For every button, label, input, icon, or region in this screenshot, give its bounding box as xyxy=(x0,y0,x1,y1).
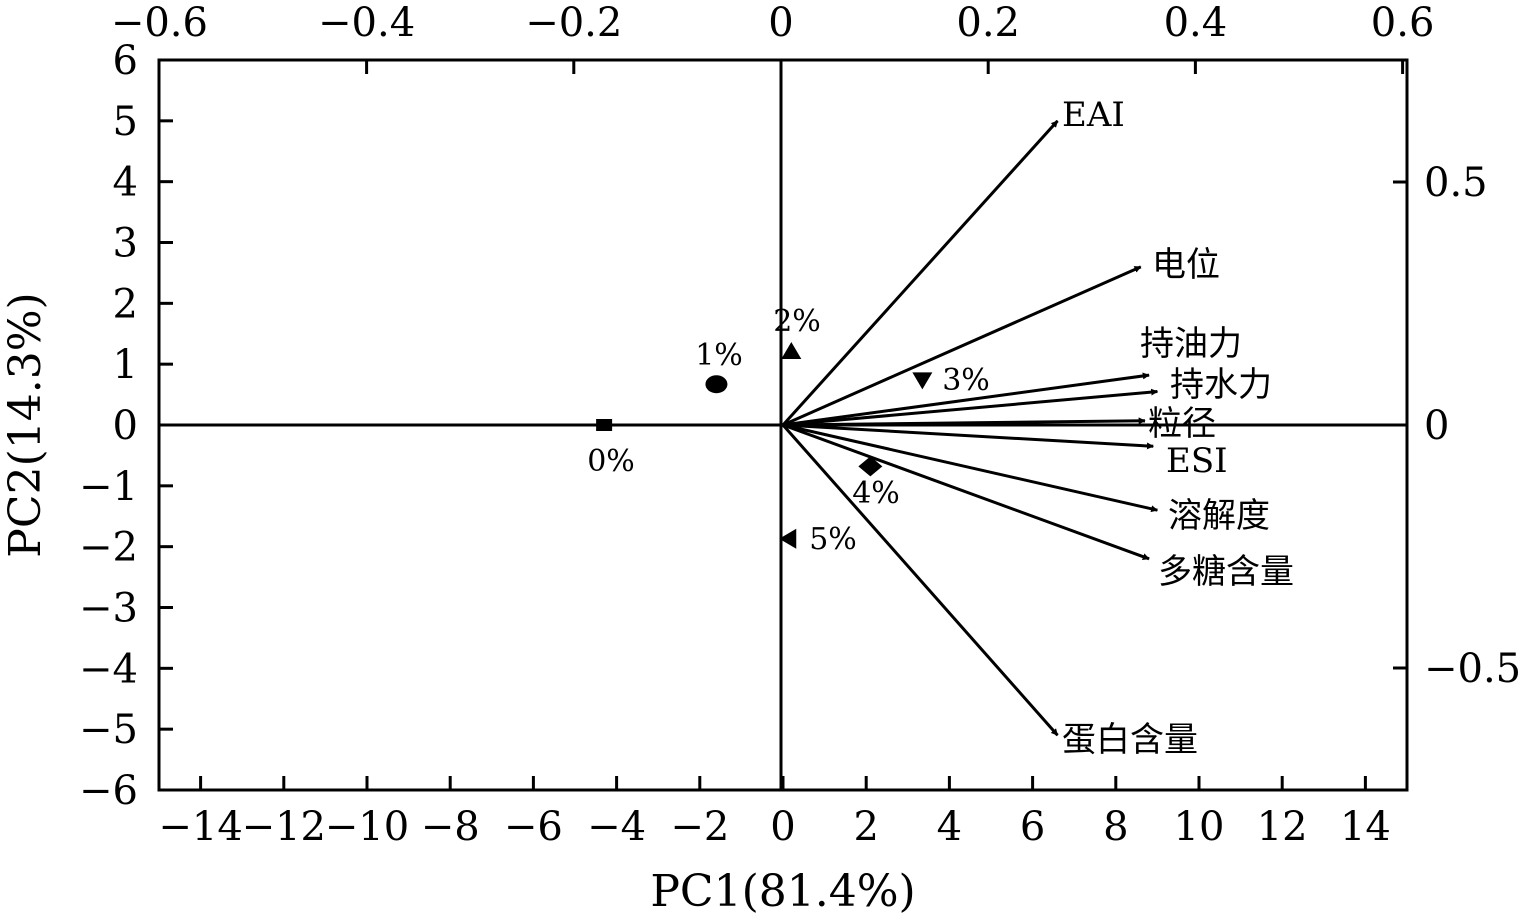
score-label: 0% xyxy=(587,444,635,479)
x-tick-label: −8 xyxy=(421,804,480,850)
loading-arrow xyxy=(782,388,1159,427)
y-tick-label: 6 xyxy=(113,38,138,84)
y-tick-label: −2 xyxy=(79,525,138,571)
loading-label: 电位 xyxy=(1152,245,1220,285)
loading-arrow xyxy=(781,424,1059,737)
loading-arrow xyxy=(781,119,1059,427)
loading-label: ESI xyxy=(1166,441,1228,481)
x-tick-label: −14 xyxy=(158,804,242,850)
x-tick-label: 6 xyxy=(1020,804,1045,850)
top-tick-label: −0.2 xyxy=(525,0,622,46)
x-tick-label: 12 xyxy=(1257,804,1308,850)
loading-arrow xyxy=(782,423,1150,561)
x-tick-label: 4 xyxy=(937,804,962,850)
right-tick-label: −0.5 xyxy=(1424,646,1521,692)
score-points: 0% 1% 2% 3% 4% 5% xyxy=(587,304,990,557)
right-tick-label: 0 xyxy=(1424,403,1449,449)
score-label: 3% xyxy=(942,363,990,398)
score-marker xyxy=(858,456,883,477)
loading-arrow xyxy=(782,423,1159,513)
loading-label: 持油力 xyxy=(1140,324,1242,364)
loading-arrow xyxy=(782,417,1146,427)
top-tick-label: 0.6 xyxy=(1371,0,1435,46)
x-axis-title: PC1(81.4%) xyxy=(650,866,915,917)
y-tick-label: −4 xyxy=(79,646,138,692)
x-tick-label: −2 xyxy=(670,804,729,850)
y-axis-title: PC2(14.3%) xyxy=(0,292,51,557)
y-tick-label: 1 xyxy=(113,342,138,388)
score-marker xyxy=(781,342,802,359)
right-tick-label: 0.5 xyxy=(1424,160,1488,206)
score-label: 1% xyxy=(695,338,743,373)
loading-label: 溶解度 xyxy=(1168,496,1270,536)
y-tick-label: 5 xyxy=(113,99,138,145)
score-label: 4% xyxy=(852,476,900,511)
x-tick-label: 2 xyxy=(853,804,878,850)
loading-label: 粒径 xyxy=(1148,404,1216,444)
x-tick-label: 10 xyxy=(1174,804,1225,850)
top-tick-label: −0.6 xyxy=(111,0,208,46)
top-tick-label: 0.4 xyxy=(1164,0,1228,46)
score-marker xyxy=(912,372,933,390)
loading-arrow xyxy=(782,423,1154,450)
x-tick-label: 8 xyxy=(1103,804,1128,850)
score-marker xyxy=(705,375,728,394)
score-marker xyxy=(779,528,797,549)
y-tick-label: −3 xyxy=(79,586,138,632)
loading-label: EAI xyxy=(1062,95,1125,135)
axis-ticks: −14−12−10 −8 −6 −4 −2 0 2 4 6 8 10 12 146543210−1−2−… xyxy=(79,0,1521,850)
y-tick-label: −6 xyxy=(79,768,138,814)
x-tick-label: 14 xyxy=(1340,804,1391,850)
x-tick-label: 0 xyxy=(770,804,795,850)
y-tick-label: 0 xyxy=(113,403,138,449)
score-label: 2% xyxy=(773,304,821,339)
score-marker xyxy=(596,419,613,431)
top-tick-label: 0.2 xyxy=(956,0,1020,46)
top-tick-label: −0.4 xyxy=(318,0,415,46)
loading-arrow xyxy=(782,265,1142,427)
top-tick-label: 0 xyxy=(768,0,793,46)
loading-label: 持水力 xyxy=(1170,365,1272,405)
loading-arrow xyxy=(782,372,1150,427)
y-tick-label: 3 xyxy=(113,221,138,267)
y-tick-label: 4 xyxy=(113,160,138,206)
y-tick-label: −5 xyxy=(79,707,138,753)
loading-label: 多糖含量 xyxy=(1158,552,1294,592)
x-tick-label: −10 xyxy=(325,804,409,850)
y-tick-label: 2 xyxy=(113,281,138,327)
x-tick-label: −4 xyxy=(587,804,646,850)
x-tick-label: −6 xyxy=(504,804,563,850)
x-tick-label: −12 xyxy=(242,804,326,850)
loading-label: 蛋白含量 xyxy=(1062,720,1198,760)
score-label: 5% xyxy=(809,522,857,557)
y-tick-label: −1 xyxy=(79,464,138,510)
